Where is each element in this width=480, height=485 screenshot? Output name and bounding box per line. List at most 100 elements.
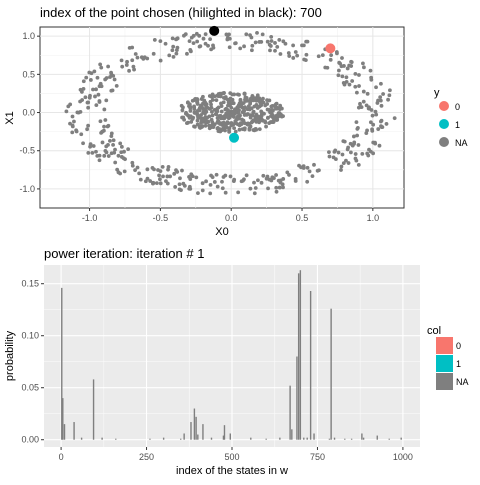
scatter-point xyxy=(116,153,121,158)
scatter-point xyxy=(224,32,229,37)
bar xyxy=(183,433,185,440)
scatter-point xyxy=(244,32,249,37)
scatter-x-axis-label: X0 xyxy=(215,226,228,238)
scatter-point xyxy=(145,56,150,61)
scatter-point xyxy=(267,98,272,103)
scatter-point xyxy=(121,156,126,161)
scatter-point xyxy=(243,105,247,110)
scatter-point xyxy=(98,62,103,67)
scatter-point xyxy=(250,119,255,124)
scatter-point xyxy=(72,119,76,124)
scatter-point xyxy=(99,65,104,70)
scatter-point xyxy=(342,64,346,68)
scatter-point xyxy=(365,151,370,156)
scatter-point xyxy=(226,103,230,108)
scatter-point xyxy=(218,122,222,126)
scatter-point xyxy=(97,153,102,158)
scatter-title: index of the point chosen (hilighted in … xyxy=(40,5,322,20)
scatter-point xyxy=(139,55,144,60)
bar xyxy=(279,437,281,440)
scatter-point xyxy=(274,189,279,194)
scatter-point xyxy=(305,165,310,170)
scatter-point xyxy=(156,168,160,172)
scatter-point xyxy=(170,36,175,41)
scatter-point xyxy=(252,180,256,185)
scatter-point xyxy=(219,109,224,114)
scatter-point xyxy=(268,44,273,48)
bar-y-tick-label: 0.00 xyxy=(21,435,39,445)
scatter-point xyxy=(274,185,279,190)
scatter-point xyxy=(244,173,249,178)
scatter-point xyxy=(246,104,251,109)
bar xyxy=(350,438,353,440)
bar-y-tick-label: 0.15 xyxy=(21,279,39,289)
scatter-point xyxy=(111,142,115,147)
scatter-point xyxy=(209,95,214,99)
scatter-point xyxy=(295,53,300,58)
scatter-point xyxy=(213,112,218,116)
scatter-point xyxy=(333,157,338,162)
scatter-point xyxy=(104,144,109,149)
scatter-point xyxy=(109,70,113,75)
scatter-point xyxy=(108,138,112,143)
scatter-point xyxy=(248,96,253,101)
scatter-point xyxy=(200,105,205,110)
scatter-point xyxy=(103,118,108,122)
scatter-point xyxy=(339,168,343,172)
bar xyxy=(313,433,315,440)
scatter-point xyxy=(274,173,278,177)
scatter-point xyxy=(315,168,320,173)
bar-title: power iteration: iteration # 1 xyxy=(44,246,204,261)
scatter-point xyxy=(185,121,189,126)
scatter-point xyxy=(119,58,124,63)
scatter-point xyxy=(192,104,197,109)
scatter-point xyxy=(248,125,253,129)
bar xyxy=(149,438,151,440)
scatter-point xyxy=(109,131,114,136)
bar-bars xyxy=(61,270,402,440)
scatter-point xyxy=(221,91,226,96)
scatter-point xyxy=(208,182,213,187)
scatter-point xyxy=(256,178,260,183)
scatter-point xyxy=(130,160,135,165)
bar xyxy=(223,425,226,440)
scatter-point xyxy=(130,45,135,50)
bar xyxy=(376,435,378,440)
bar xyxy=(180,438,182,440)
scatter-point xyxy=(342,139,347,144)
scatter-point xyxy=(165,181,170,186)
scatter-point xyxy=(378,119,383,124)
scatter-y-axis-label: X1 xyxy=(4,111,16,124)
scatter-point xyxy=(90,150,95,155)
scatter-point xyxy=(340,152,345,157)
scatter-point xyxy=(293,176,298,181)
scatter-point xyxy=(270,175,275,180)
scatter-point xyxy=(348,150,353,155)
scatter-point xyxy=(198,126,203,130)
scatter-point xyxy=(357,84,361,88)
scatter-point xyxy=(278,106,282,110)
scatter-point xyxy=(180,168,184,173)
scatter-point xyxy=(373,141,378,146)
bar-y-tick-label: 0.10 xyxy=(21,331,39,341)
scatter-point xyxy=(122,149,126,154)
scatter-point xyxy=(341,161,346,166)
scatter-point xyxy=(376,98,380,103)
scatter-point xyxy=(243,95,248,100)
scatter-point xyxy=(68,102,73,107)
scatter-point xyxy=(145,167,150,172)
scatter-point xyxy=(130,58,135,63)
scatter-point xyxy=(350,79,355,83)
scatter-point xyxy=(86,150,91,155)
scatter-point xyxy=(371,151,376,156)
scatter-point xyxy=(188,47,193,52)
scatter-point xyxy=(86,105,91,110)
bar-x-axis-label: index of the states in w xyxy=(176,465,288,477)
scatter-point xyxy=(325,65,330,70)
scatter-highlight-point-0 xyxy=(325,43,336,54)
scatter-point xyxy=(254,120,259,124)
scatter-point xyxy=(157,173,161,178)
scatter-point xyxy=(81,141,85,146)
bar xyxy=(197,434,199,440)
